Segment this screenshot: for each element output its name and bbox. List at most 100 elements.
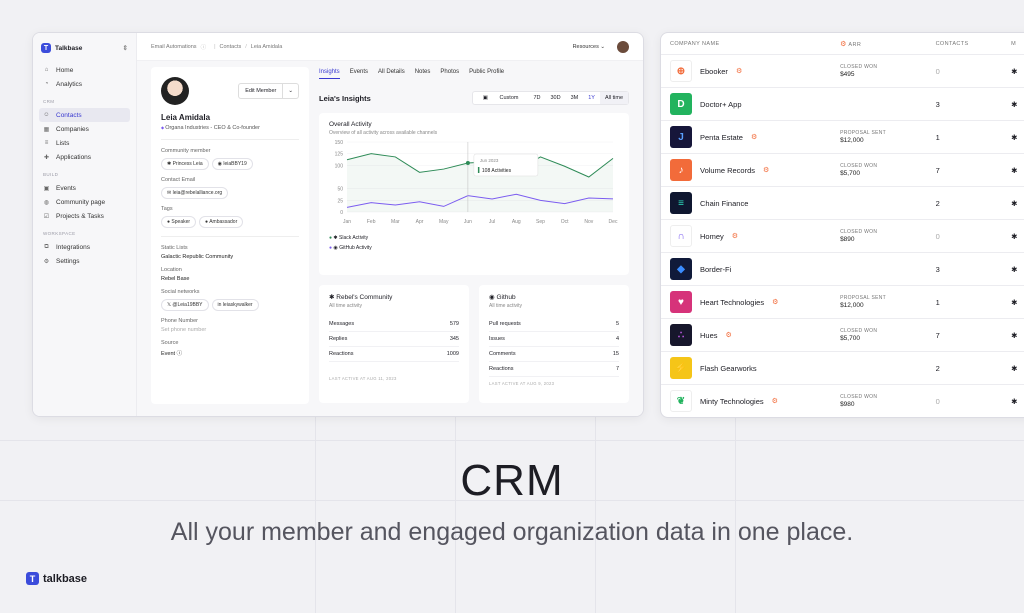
field-label: Static Lists (161, 245, 188, 251)
github-handle-chip[interactable]: ◉ leiaBBY19 (211, 158, 253, 170)
activity-subtitle: Overview of all activity across availabl… (329, 130, 438, 136)
table-row[interactable]: ⊕ Ebooker ⚙ CLOSED WON $495 0 ✱ (661, 55, 1024, 88)
contacts-count: 0 (935, 231, 940, 241)
deal-amount: $12,000 (840, 137, 864, 144)
linkedin-social-chip[interactable]: in leiaskywalker (211, 299, 259, 311)
deal-amount: $5,700 (840, 170, 860, 177)
info-icon[interactable]: ⓘ (176, 351, 183, 357)
phone-input[interactable]: Set phone number (161, 327, 207, 333)
email-chip[interactable]: ✉ leia@rebelalliance.org (161, 187, 229, 199)
range-1y[interactable]: 1Y (588, 95, 595, 101)
table-row[interactable]: ∴ Hues ⚙ CLOSED WON $5,700 7 ✱ (661, 319, 1024, 352)
activity-title: Overall Activity (329, 121, 372, 128)
sidebar-item-settings[interactable]: ⚙ Settings (39, 254, 130, 268)
company-logo-icon: ∴ (670, 324, 692, 346)
hubspot-icon: ⚙ (750, 134, 758, 141)
table-row[interactable]: ≡ Chain Finance 2 ✱ (661, 187, 1024, 220)
table-row[interactable]: ◆ Border-Fi 3 ✱ (661, 253, 1024, 286)
field-label: Location (161, 267, 182, 273)
tab-public-profile[interactable]: Public Profile (469, 69, 505, 75)
range-30d[interactable]: 30D (550, 95, 561, 101)
contacts-count: 0 (935, 396, 940, 406)
range-3m[interactable]: 3M (570, 95, 579, 101)
column-header-contacts[interactable]: CONTACTS (935, 40, 969, 47)
sidebar-item-projects[interactable]: ☑ Projects & Tasks (39, 209, 130, 223)
building-icon: ▦ (43, 126, 50, 133)
range-custom[interactable]: ▣ Custom (473, 92, 529, 104)
column-header-arr[interactable]: ⚙ ARR (840, 40, 862, 48)
sidebar-item-integrations[interactable]: ⧉ Integrations (39, 240, 130, 254)
tab-events[interactable]: Events (349, 69, 369, 75)
workspace-switcher[interactable]: T Talkbase ⇕ (39, 41, 130, 63)
x-tick-label: Nov (584, 219, 593, 225)
tag-chip[interactable]: ● Speaker (161, 216, 197, 228)
info-icon: ⓘ (200, 44, 207, 51)
deal-stage: CLOSED WON (840, 64, 878, 70)
column-header-company[interactable]: COMPANY NAME (670, 40, 720, 47)
contacts-count: 7 (935, 330, 940, 340)
table-row[interactable]: J Penta Estate ⚙ PROPOSAL SENT $12,000 1 ✱ (661, 121, 1024, 154)
user-avatar[interactable] (617, 40, 629, 53)
deal-stage: CLOSED WON (840, 394, 878, 400)
company-name: Heart Technologies (700, 297, 765, 307)
x-tick-label: Jan (343, 219, 351, 225)
sidebar-item-lists[interactable]: ≡ Lists (39, 136, 130, 150)
table-row[interactable]: ❦ Minty Technologies ⚙ CLOSED WON $980 0 ✱ (661, 385, 1024, 417)
company-name: Border-Fi (700, 264, 732, 274)
company-name: Hues (700, 330, 718, 340)
x-tick-label: Dec (609, 219, 618, 225)
table-row[interactable]: D Doctor+ App 3 ✱ (661, 88, 1024, 121)
column-header-more[interactable]: M (1011, 40, 1017, 47)
talkbase-logo-icon: T (41, 43, 51, 53)
field-label: Tags (161, 206, 173, 212)
edit-member-button[interactable]: Edit Member ⌄ (238, 83, 299, 99)
talkbase-logo-icon: T (26, 572, 39, 585)
chevron-down-icon[interactable]: ⌄ (282, 84, 298, 98)
deal-stage: PROPOSAL SENT (840, 130, 887, 136)
sidebar-item-community-page[interactable]: ◍ Community page (39, 195, 130, 209)
tab-insights[interactable]: Insights (319, 69, 340, 79)
integration-icon: ✱ (1011, 363, 1018, 373)
sidebar: T Talkbase ⇕ ⌂ Home ◔ Analytics CRM ☺ Conta… (33, 33, 137, 416)
sidebar-item-companies[interactable]: ▦ Companies (39, 122, 130, 136)
static-lists-value: Galactic Republic Community (161, 254, 234, 260)
integration-icon: ✱ (1011, 231, 1018, 241)
resources-dropdown[interactable]: Resources ⌄ (572, 43, 605, 50)
tab-photos[interactable]: Photos (440, 69, 460, 75)
sidebar-item-events[interactable]: ▣ Events (39, 181, 130, 195)
tag-chip[interactable]: ● Ambassador (199, 216, 244, 228)
contacts-count: 2 (935, 363, 940, 373)
chevron-down-icon: ⌄ (600, 43, 605, 50)
sidebar-item-applications[interactable]: ✚ Applications (39, 150, 130, 164)
table-row[interactable]: ⚡ Flash Gearworks 2 ✱ (661, 352, 1024, 385)
tab-notes[interactable]: Notes (414, 69, 431, 75)
hubspot-icon: ⚙ (840, 40, 847, 48)
table-row[interactable]: ♥ Heart Technologies ⚙ PROPOSAL SENT $12,00… (661, 286, 1024, 319)
y-tick-label: 100 (335, 163, 344, 169)
range-7d[interactable]: 7D (533, 95, 541, 101)
breadcrumb-item[interactable]: Contacts (219, 43, 242, 50)
deal-amount: $495 (840, 71, 855, 78)
table-row[interactable]: ♪ Volume Records ⚙ CLOSED WON $5,700 7 ✱ (661, 154, 1024, 187)
company-logo-icon: D (670, 93, 692, 115)
tab-all-details[interactable]: All Details (378, 69, 405, 75)
sidebar-item-analytics[interactable]: ◔ Analytics (39, 77, 130, 91)
slack-handle-chip[interactable]: ✱ Princess Leia (161, 158, 209, 170)
x-social-chip[interactable]: 𝕏 @Leia19BBY (161, 299, 209, 311)
hubspot-icon: ⚙ (771, 398, 778, 405)
sidebar-item-home[interactable]: ⌂ Home (39, 63, 130, 77)
company-logo-icon: ∩ (670, 225, 692, 247)
table-row[interactable]: ∩ Homey ⚙ CLOSED WON $890 0 ✱ (661, 220, 1024, 253)
overall-activity-card: Overall Activity Overview of all activit… (319, 113, 629, 275)
hubspot-icon: ⚙ (735, 68, 743, 75)
integration-icon: ✱ (1011, 165, 1018, 175)
y-tick-label: 125 (335, 152, 344, 158)
breadcrumb-item[interactable]: Email Automations (151, 43, 197, 50)
tooltip-marker (477, 167, 480, 173)
sidebar-item-contacts[interactable]: ☺ Contacts (39, 108, 130, 122)
range-all-time[interactable]: All time (599, 92, 628, 104)
company-logo-icon: ⚡ (670, 357, 692, 379)
stat-row: Messages 579 (329, 317, 459, 332)
sidebar-item-label: Events (56, 184, 76, 192)
users-icon: ☺ (43, 112, 50, 118)
